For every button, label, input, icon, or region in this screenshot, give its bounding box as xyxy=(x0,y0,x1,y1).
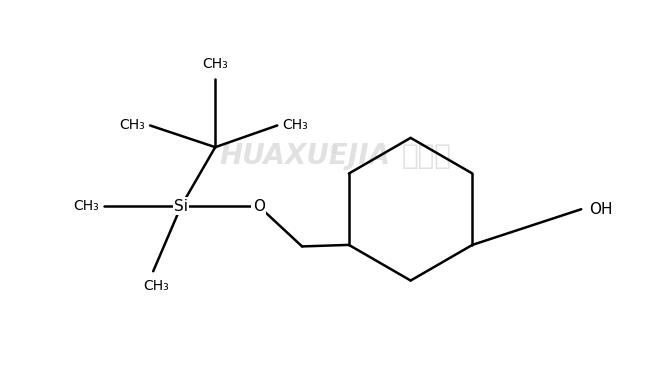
Text: CH₃: CH₃ xyxy=(73,199,98,213)
Text: CH₃: CH₃ xyxy=(203,57,228,72)
Text: ®: ® xyxy=(328,146,338,155)
Text: CH₃: CH₃ xyxy=(282,118,308,132)
Text: Si: Si xyxy=(174,199,188,214)
Text: OH: OH xyxy=(589,202,612,217)
Text: HUAXUEJIA: HUAXUEJIA xyxy=(220,142,391,171)
Text: CH₃: CH₃ xyxy=(119,118,145,132)
Text: O: O xyxy=(253,199,265,214)
Text: 化学加: 化学加 xyxy=(401,142,451,171)
Text: CH₃: CH₃ xyxy=(143,279,169,293)
